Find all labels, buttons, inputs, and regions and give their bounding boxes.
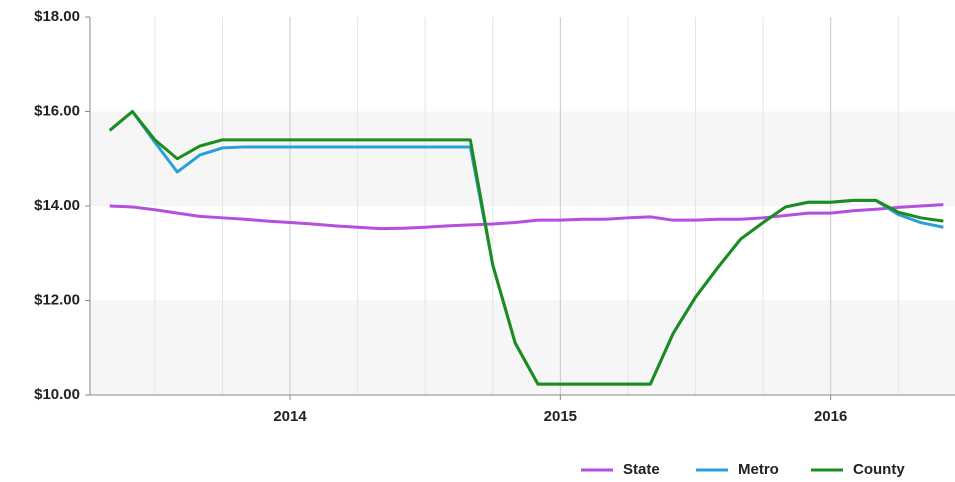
x-tick-label: 2014 [273,408,307,425]
series-line [109,203,944,231]
band [90,300,955,395]
y-tick-label: $10.00 [34,386,80,403]
x-tick-label: 2015 [544,408,577,425]
legend-label: County [853,461,905,478]
y-tick-label: $18.00 [34,8,80,25]
y-tick-label: $14.00 [34,197,80,214]
legend-label: State [623,461,660,478]
x-tick-label: 2016 [814,408,847,425]
series-line [108,110,944,386]
band [90,111,955,206]
y-tick-label: $12.00 [34,291,80,308]
legend-label: Metro [738,461,779,478]
y-tick-label: $16.00 [34,102,80,119]
